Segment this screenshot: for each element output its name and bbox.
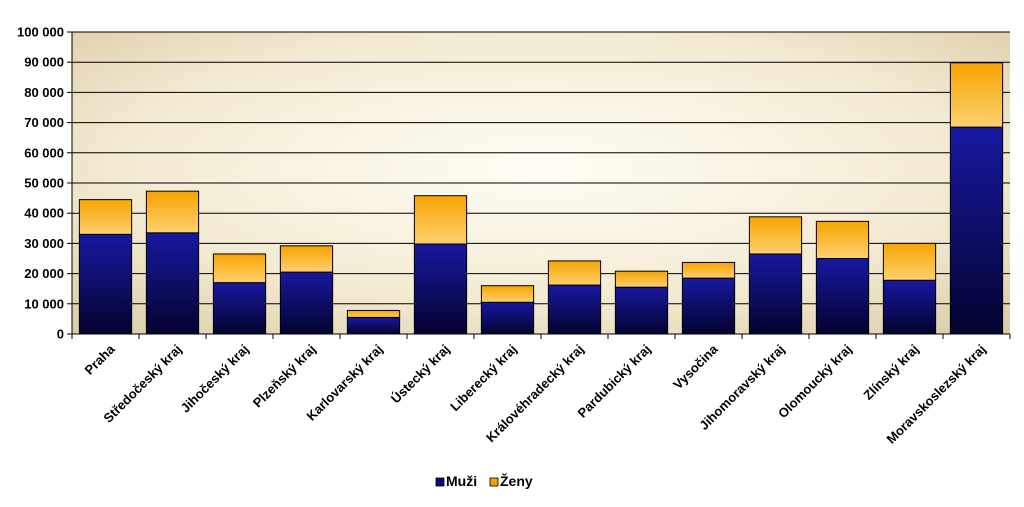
bar-muzi <box>480 301 535 335</box>
bar-zeny <box>547 260 602 286</box>
bar-muzi <box>279 271 334 335</box>
legend: Muži Ženy <box>435 472 533 489</box>
x-tick-label: Liberecký kraj <box>447 342 519 414</box>
bar-zeny <box>949 62 1004 128</box>
x-tick-label: Vysočina <box>670 341 721 392</box>
bar-muzi <box>145 232 200 335</box>
bar-muzi <box>413 243 468 335</box>
bar-zeny <box>815 220 870 260</box>
legend-label: Muži <box>446 473 477 489</box>
legend-label: Ženy <box>500 472 533 489</box>
bar-muzi <box>614 286 669 335</box>
bar-zeny <box>212 253 267 284</box>
bar-zeny <box>480 285 535 303</box>
y-tick-label: 20 000 <box>24 266 64 281</box>
y-tick-label: 50 000 <box>24 176 64 191</box>
bar-zeny <box>413 195 468 245</box>
y-tick-label: 70 000 <box>24 115 64 130</box>
y-tick-label: 60 000 <box>24 145 64 160</box>
bar-zeny <box>681 261 736 279</box>
bar-zeny <box>279 245 334 273</box>
bar-zeny <box>614 270 669 288</box>
y-tick-label: 0 <box>57 327 64 342</box>
x-tick-label: Zlínský kraj <box>860 342 921 403</box>
bar-zeny <box>882 242 937 281</box>
bar-muzi <box>748 253 803 335</box>
x-tick-label: Plzeňský kraj <box>250 342 319 411</box>
y-tick-label: 10 000 <box>24 296 64 311</box>
y-tick-label: 100 000 <box>17 25 64 40</box>
bar-muzi <box>547 284 602 335</box>
bar-muzi <box>949 126 1004 335</box>
bar-muzi <box>346 316 401 335</box>
bar-muzi <box>212 282 267 335</box>
x-tick-label: Praha <box>81 341 118 378</box>
x-tick-label: Ústecký kraj <box>388 342 453 407</box>
bar-muzi <box>882 279 937 335</box>
bar-zeny <box>346 309 401 318</box>
bars <box>78 62 1004 335</box>
bar-muzi <box>681 277 736 335</box>
legend-swatch <box>435 477 445 487</box>
bar-zeny <box>748 216 803 255</box>
x-tick-label: Pardubický kraj <box>575 342 654 421</box>
legend-swatch <box>489 477 499 487</box>
y-tick-label: 80 000 <box>24 85 64 100</box>
bar-zeny <box>145 190 200 234</box>
y-tick-label: 40 000 <box>24 206 64 221</box>
bar-muzi <box>815 258 870 335</box>
y-tick-label: 30 000 <box>24 236 64 251</box>
x-tick-label: Olomoucký kraj <box>775 342 855 422</box>
y-axis: 0 10 000 20 000 30 000 40 000 50 000 60 000 70 … <box>17 25 73 342</box>
bar-zeny <box>78 199 133 235</box>
y-tick-label: 90 000 <box>24 55 64 70</box>
x-tick-label: Jihočeský kraj <box>178 342 252 416</box>
bar-muzi <box>78 233 133 335</box>
